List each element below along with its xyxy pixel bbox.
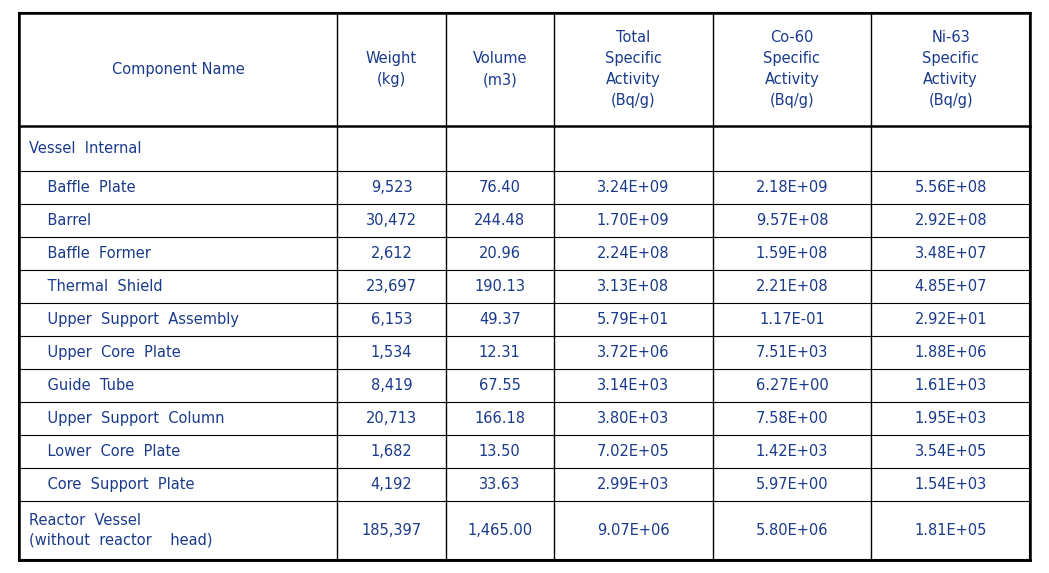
Text: 1.70E+09: 1.70E+09 <box>597 213 669 228</box>
Text: Component Name: Component Name <box>112 62 244 77</box>
Text: 190.13: 190.13 <box>474 279 526 294</box>
Text: Lower  Core  Plate: Lower Core Plate <box>29 444 180 458</box>
Text: 1.81E+05: 1.81E+05 <box>915 523 987 538</box>
Text: 23,697: 23,697 <box>366 279 418 294</box>
Text: 5.79E+01: 5.79E+01 <box>597 312 669 327</box>
Text: 30,472: 30,472 <box>366 213 418 228</box>
Text: 1.88E+06: 1.88E+06 <box>915 345 987 360</box>
Text: 5.80E+06: 5.80E+06 <box>755 523 829 538</box>
Text: 2.24E+08: 2.24E+08 <box>597 246 669 261</box>
Text: 2.21E+08: 2.21E+08 <box>755 279 829 294</box>
Text: 1,534: 1,534 <box>370 345 412 360</box>
Text: 1.59E+08: 1.59E+08 <box>755 246 828 261</box>
Text: Upper  Support  Assembly: Upper Support Assembly <box>29 312 239 327</box>
Text: Thermal  Shield: Thermal Shield <box>29 279 163 294</box>
Text: Guide  Tube: Guide Tube <box>29 378 134 393</box>
Text: 67.55: 67.55 <box>478 378 520 393</box>
Text: 1.95E+03: 1.95E+03 <box>915 411 987 426</box>
Text: 185,397: 185,397 <box>362 523 422 538</box>
Text: Weight
(kg): Weight (kg) <box>366 52 418 88</box>
Text: Upper  Core  Plate: Upper Core Plate <box>29 345 181 360</box>
Text: 33.63: 33.63 <box>479 477 520 492</box>
Text: 166.18: 166.18 <box>474 411 526 426</box>
Text: 3.24E+09: 3.24E+09 <box>597 180 669 195</box>
Text: 2.18E+09: 2.18E+09 <box>755 180 829 195</box>
Text: Ni-63
Specific
Activity
(Bq/g): Ni-63 Specific Activity (Bq/g) <box>922 30 979 108</box>
Text: 5.56E+08: 5.56E+08 <box>915 180 987 195</box>
Text: 3.80E+03: 3.80E+03 <box>597 411 669 426</box>
Text: 4.85E+07: 4.85E+07 <box>915 279 987 294</box>
Text: 12.31: 12.31 <box>478 345 520 360</box>
Text: 244.48: 244.48 <box>474 213 526 228</box>
Text: 3.13E+08: 3.13E+08 <box>597 279 669 294</box>
Text: 1,465.00: 1,465.00 <box>467 523 532 538</box>
Text: 1.54E+03: 1.54E+03 <box>915 477 987 492</box>
Text: Co-60
Specific
Activity
(Bq/g): Co-60 Specific Activity (Bq/g) <box>764 30 820 108</box>
Text: 9,523: 9,523 <box>370 180 412 195</box>
Text: Reactor  Vessel
(without  reactor    head): Reactor Vessel (without reactor head) <box>29 513 213 548</box>
Text: 3.72E+06: 3.72E+06 <box>597 345 669 360</box>
Text: 1.61E+03: 1.61E+03 <box>915 378 987 393</box>
Text: 76.40: 76.40 <box>478 180 520 195</box>
Text: Baffle  Plate: Baffle Plate <box>29 180 136 195</box>
Text: 7.51E+03: 7.51E+03 <box>755 345 828 360</box>
Text: 6.27E+00: 6.27E+00 <box>755 378 829 393</box>
Text: Barrel: Barrel <box>29 213 91 228</box>
Text: 7.58E+00: 7.58E+00 <box>755 411 829 426</box>
Text: 1.42E+03: 1.42E+03 <box>755 444 828 458</box>
Text: 2,612: 2,612 <box>370 246 412 261</box>
Text: 3.14E+03: 3.14E+03 <box>597 378 669 393</box>
Text: Upper  Support  Column: Upper Support Column <box>29 411 224 426</box>
Text: Core  Support  Plate: Core Support Plate <box>29 477 195 492</box>
Text: 9.07E+06: 9.07E+06 <box>597 523 669 538</box>
Text: 6,153: 6,153 <box>370 312 412 327</box>
Text: 7.02E+05: 7.02E+05 <box>597 444 669 458</box>
Text: 1.17E-01: 1.17E-01 <box>759 312 825 327</box>
Text: 2.92E+08: 2.92E+08 <box>915 213 987 228</box>
Text: Baffle  Former: Baffle Former <box>29 246 151 261</box>
Text: 49.37: 49.37 <box>478 312 520 327</box>
Text: 3.48E+07: 3.48E+07 <box>915 246 987 261</box>
Text: 5.97E+00: 5.97E+00 <box>755 477 829 492</box>
Text: 20,713: 20,713 <box>366 411 418 426</box>
Text: 2.99E+03: 2.99E+03 <box>597 477 669 492</box>
Text: 9.57E+08: 9.57E+08 <box>755 213 829 228</box>
Text: Vessel  Internal: Vessel Internal <box>29 142 142 156</box>
Text: 13.50: 13.50 <box>478 444 520 458</box>
Text: Volume
(m3): Volume (m3) <box>472 52 527 88</box>
Text: Total
Specific
Activity
(Bq/g): Total Specific Activity (Bq/g) <box>604 30 662 108</box>
Text: 1,682: 1,682 <box>370 444 412 458</box>
Text: 2.92E+01: 2.92E+01 <box>915 312 987 327</box>
Text: 4,192: 4,192 <box>370 477 412 492</box>
Text: 8,419: 8,419 <box>370 378 412 393</box>
Text: 3.54E+05: 3.54E+05 <box>915 444 987 458</box>
Text: 20.96: 20.96 <box>478 246 520 261</box>
